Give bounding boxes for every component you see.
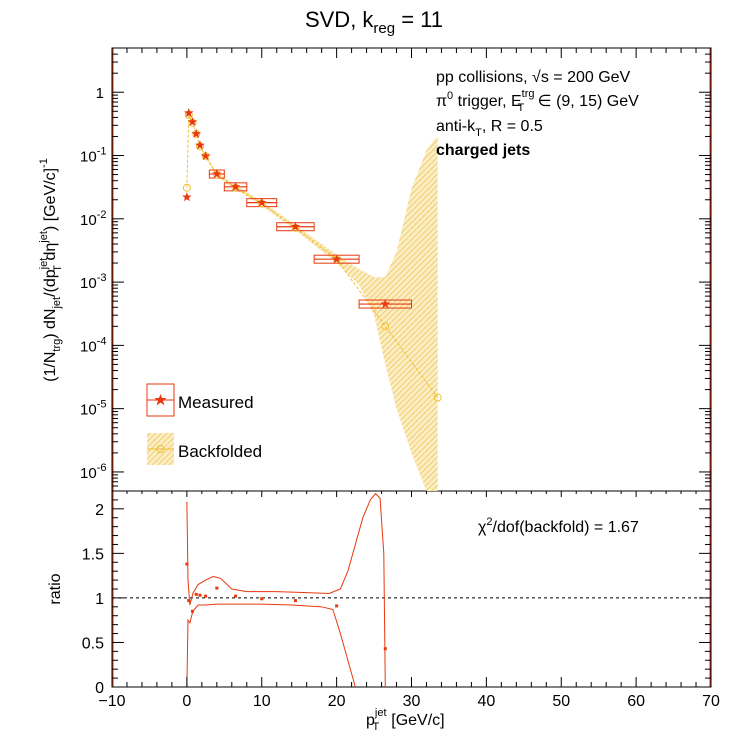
legend-backfolded-marker	[156, 445, 165, 453]
top-y-tick-label-5: 10-5	[80, 399, 106, 419]
measured-point-10	[331, 254, 342, 264]
annotation-jet-type: charged jets	[436, 142, 530, 159]
bottom-y-axis-label: ratio	[47, 573, 64, 604]
legend: Measured Backfolded	[146, 383, 262, 465]
top-y-tick-label-2: 10-2	[80, 209, 106, 229]
measured-point-5	[200, 151, 211, 161]
x-tick-label-3: 20	[328, 693, 346, 710]
top-y-tick-label-6: 10-6	[80, 462, 106, 482]
bottom-y-tick-label-4: 2	[95, 502, 104, 519]
legend-measured-label: Measured	[178, 393, 254, 412]
measured-point-1	[183, 107, 194, 118]
axes: −10 0 10 20 30 40 50 60 70110-110-210-310-410-51…	[80, 47, 720, 710]
chart-title: SVD, kreg = 11	[305, 7, 443, 37]
x-axis-label: pjet T [GeV/c]	[366, 707, 445, 733]
measured-point-6	[212, 169, 222, 179]
measured-point-7	[230, 181, 241, 191]
top-y-axis-label: (1/Ntrg) dNjet/(dpjet T dηjet) [GeV/c]-1	[38, 158, 64, 382]
backfolded-point-11	[381, 322, 390, 331]
backfolded-point-0	[182, 183, 191, 192]
ratio-point-11	[383, 647, 387, 651]
x-tick-label-2: 10	[253, 693, 271, 710]
x-tick-label-5: 40	[477, 693, 495, 710]
top-plot-area	[182, 107, 442, 491]
bottom-y-tick-label-2: 1	[95, 591, 104, 608]
ratio-point-3	[194, 592, 198, 596]
measured-point-9	[290, 221, 301, 231]
top-y-tick-label-1: 10-1	[80, 146, 106, 166]
ratio-point-6	[215, 586, 219, 590]
ratio-upper-curve	[186, 492, 386, 687]
x-tick-label-0: −10	[98, 693, 125, 710]
ratio-point-8	[260, 597, 264, 601]
ratio-point-1	[187, 599, 191, 603]
legend-item-backfolded: Backfolded	[147, 433, 262, 465]
measured-point-4	[195, 140, 205, 150]
measured-point-2	[187, 116, 198, 126]
x-tick-label-4: 30	[403, 693, 421, 710]
bottom-y-tick-label-0: 0	[95, 680, 104, 697]
backfolded-point-12	[433, 393, 442, 402]
bottom-y-tick-label-3: 1.5	[82, 546, 104, 563]
annotation-trigger: π0 trigger, Etrg T ∈ (9, 15) GeV	[436, 88, 639, 114]
measured-point-3	[191, 128, 201, 138]
annotation-block: pp collisions, √s = 200 GeV π0 trigger, …	[436, 69, 639, 159]
backfolded-uncertainty-band	[186, 113, 438, 491]
top-y-tick-label-3: 10-3	[80, 272, 106, 292]
measured-point-0	[182, 192, 192, 202]
ratio-point-7	[234, 594, 238, 598]
ratio-point-2	[190, 609, 194, 613]
top-y-tick-label-4: 10-4	[80, 335, 106, 355]
bottom-plot-area	[112, 492, 711, 687]
top-y-tick-label-0: 1	[96, 85, 104, 102]
annotation-collisions: pp collisions, √s = 200 GeV	[436, 69, 631, 86]
x-tick-label-7: 60	[627, 693, 645, 710]
ratio-point-10	[335, 604, 339, 608]
ratio-point-9	[293, 599, 297, 603]
chi2-label: χ2/dof(backfold) = 1.67	[478, 516, 639, 536]
legend-item-measured: Measured	[146, 383, 254, 417]
legend-measured-marker	[154, 394, 167, 406]
measured-point-11	[380, 299, 391, 309]
ratio-lower-curve	[186, 603, 356, 687]
x-tick-label-6: 50	[552, 693, 570, 710]
x-tick-label-8: 70	[702, 693, 720, 710]
ratio-point-4	[198, 593, 202, 597]
ratio-point-5	[204, 594, 208, 598]
bottom-y-tick-label-1: 0.5	[82, 635, 104, 652]
ratio-point-0	[185, 562, 189, 566]
annotation-algorithm: anti-kT, R = 0.5	[436, 118, 543, 139]
x-tick-label-1: 0	[182, 693, 191, 710]
legend-backfolded-label: Backfolded	[178, 442, 262, 461]
measured-point-8	[256, 197, 267, 207]
